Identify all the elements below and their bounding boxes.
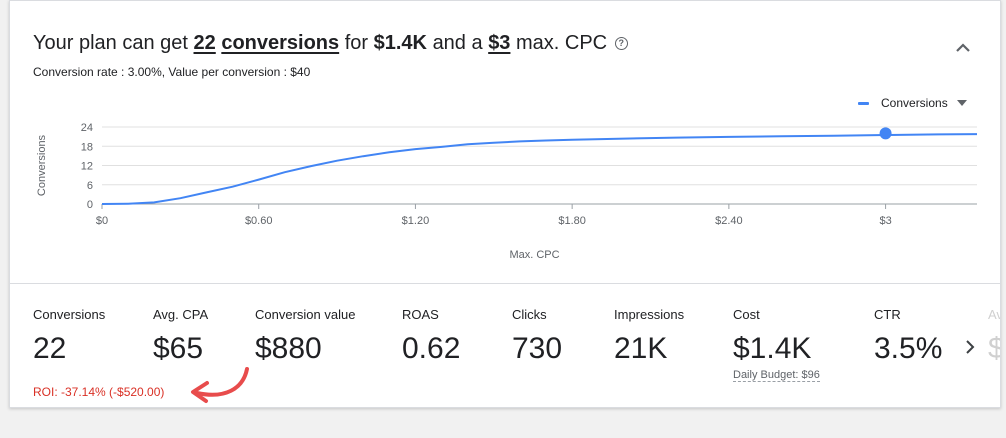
metric-value: 22 [33, 332, 67, 365]
metric-conversions: Conversions 22 [33, 307, 105, 366]
x-tick-label: $1.80 [558, 215, 586, 227]
y-axis-title: Conversions [36, 134, 48, 196]
conversions-chart: 0 6 12 18 24 $0 $0.60 $1.20 $1.80 $2.40 $3 Max. CPC… [36, 122, 978, 261]
metric-value: 21K [614, 332, 668, 365]
conversions-count: 22 [193, 32, 216, 54]
metric-clicks: Clicks 730 [512, 307, 562, 366]
next-metrics-button[interactable] [960, 335, 980, 359]
x-tick-label: $2.40 [715, 215, 743, 227]
plan-forecast-card: Your plan can get 22 conversions for $1.… [9, 0, 1001, 408]
x-tick-label: $1.20 [402, 215, 430, 227]
x-axis-title: Max. CPC [509, 249, 559, 261]
series-line-conversions [101, 133, 978, 205]
selected-point [879, 127, 892, 140]
x-tick-label: $0 [96, 215, 108, 227]
metric-value: $65 [153, 332, 204, 365]
help-circle-icon[interactable]: ? [614, 37, 628, 50]
chevron-right-icon [966, 340, 975, 354]
section-divider [10, 283, 1000, 284]
x-tick-label: $0.60 [245, 215, 273, 227]
annotation-arrow [191, 367, 249, 403]
partial-metric: Av $ [988, 307, 1000, 365]
x-tick-label: $3 [879, 215, 891, 227]
metric-label: Conversion value [255, 307, 356, 322]
y-tick-label: 0 [87, 199, 93, 211]
metric-ctr: CTR 3.5% [874, 307, 942, 366]
daily-budget-link[interactable]: Daily Budget: $96 [733, 369, 820, 382]
y-tick-label: 12 [81, 161, 93, 173]
metric-conversion-value: Conversion value $880 [255, 307, 355, 366]
chevron-up-icon [956, 43, 970, 52]
metric-value: $880 [255, 332, 322, 365]
metric-label: ROAS [402, 307, 439, 322]
y-tick-label: 18 [81, 141, 93, 153]
metric-value: $1.4K [733, 332, 812, 365]
metric-cost: Cost $1.4K [733, 307, 811, 366]
metric-value: 3.5% [874, 332, 943, 365]
metric-label: Clicks [512, 307, 547, 322]
y-tick-label: 6 [87, 180, 93, 192]
max-cpc-link[interactable]: $3 [488, 32, 511, 54]
legend-label: Conversions [881, 96, 948, 110]
metric-label: CTR [874, 307, 901, 322]
plan-cost: $1.4K [373, 32, 427, 54]
metric-impressions: Impressions 21K [614, 307, 684, 366]
metric-label: Cost [733, 307, 760, 322]
roi-text: ROI: -37.14% (-$520.00) [33, 385, 165, 399]
conversions-link[interactable]: conversions [221, 32, 340, 54]
metric-label: Avg. CPA [153, 307, 209, 322]
legend-swatch [858, 101, 869, 105]
conversion-rate-info: Conversion rate : 3.00%, Value per conve… [33, 65, 311, 79]
metric-value: 730 [512, 332, 563, 365]
metric-value: 0.62 [402, 332, 461, 365]
collapse-button[interactable] [952, 37, 974, 59]
legend-series-selector[interactable]: Conversions [858, 96, 967, 110]
dropdown-caret-icon [956, 100, 967, 106]
metric-label: Conversions [33, 307, 106, 322]
metric-roas: ROAS 0.62 [402, 307, 460, 366]
y-tick-label: 24 [81, 122, 93, 134]
metric-avg-cpa: Avg. CPA $65 [153, 307, 208, 366]
metric-label: Impressions [614, 307, 685, 322]
plan-headline: Your plan can get 22 conversions for $1.… [33, 32, 628, 55]
